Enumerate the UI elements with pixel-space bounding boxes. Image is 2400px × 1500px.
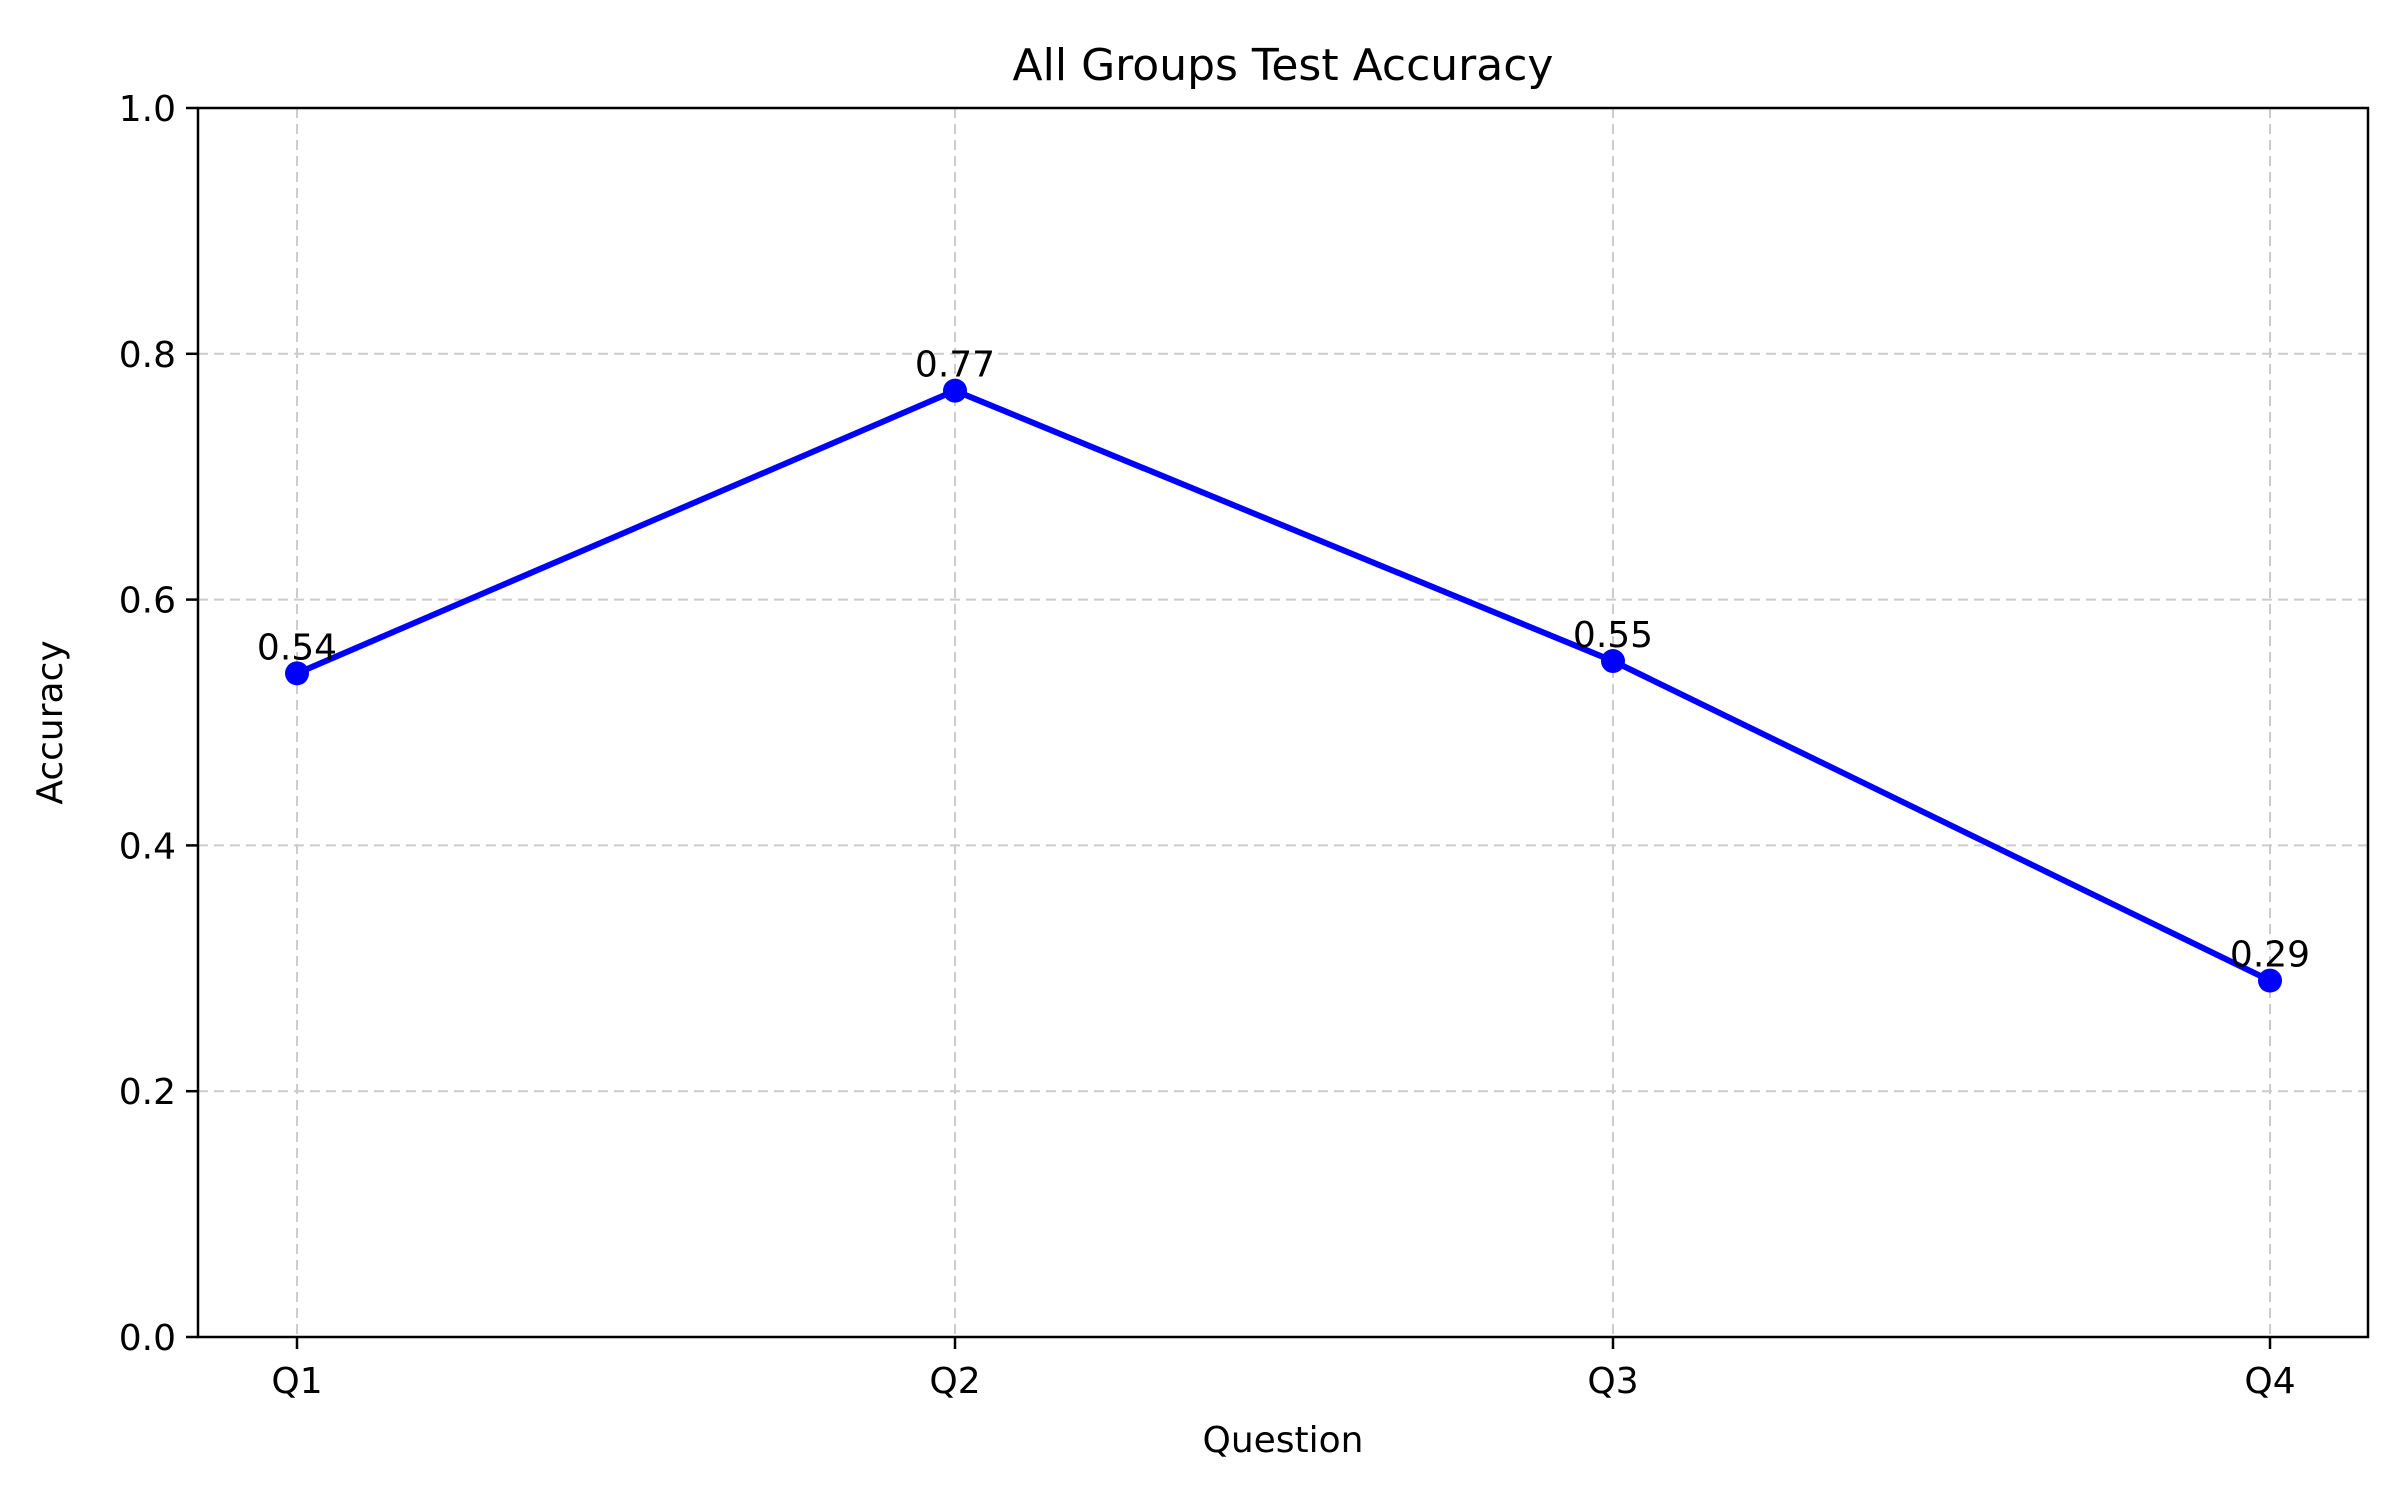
grid-lines (198, 108, 2368, 1337)
data-point (943, 378, 967, 403)
y-tick-label: 0.2 (119, 1072, 176, 1113)
plot-border (196, 106, 2370, 1339)
y-tick-label: 0.8 (119, 335, 176, 376)
data-point (1601, 649, 1625, 674)
y-tick-label: 0.0 (119, 1318, 176, 1359)
x-tick-label: Q2 (929, 1361, 980, 1402)
series-layer (285, 378, 2282, 993)
y-tick-label: 1.0 (119, 89, 176, 130)
data-label: 0.29 (2230, 935, 2310, 976)
series-line (294, 387, 2273, 984)
data-point (285, 661, 309, 686)
data-label: 0.77 (915, 345, 995, 386)
axis-ticks: 0.0 0.2 0.4 0.6 0.8 1.0 Q1 Q2 Q3 Q4 (119, 89, 2296, 1402)
x-axis-title: Question (1202, 1420, 1363, 1461)
data-label: 0.55 (1573, 615, 1653, 656)
data-point (2258, 968, 2282, 993)
data-label: 0.54 (257, 627, 337, 668)
y-axis-title: Accuracy (30, 640, 71, 804)
x-tick-label: Q4 (2244, 1361, 2295, 1402)
x-tick-label: Q1 (271, 1361, 322, 1402)
plot-frame (196, 106, 2370, 1339)
data-labels: 0.54 0.77 0.55 0.29 (257, 345, 2310, 976)
y-tick-label: 0.6 (119, 581, 176, 622)
x-tick-label: Q3 (1587, 1361, 1638, 1402)
y-tick-label: 0.4 (119, 826, 176, 867)
chart-title: All Groups Test Accuracy (1013, 40, 1554, 91)
